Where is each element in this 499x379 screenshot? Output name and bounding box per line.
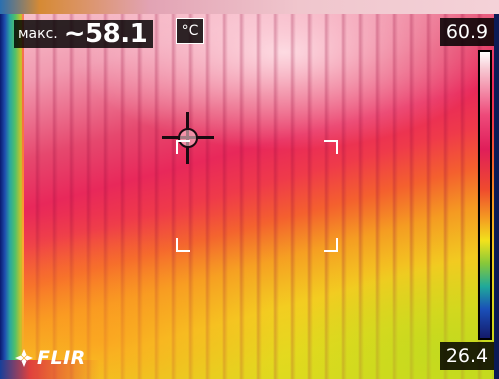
measurement-box bbox=[176, 140, 338, 252]
thermal-bottom-edge bbox=[0, 360, 499, 379]
flir-logo-text: FLIR bbox=[37, 347, 86, 369]
flir-logo: FLIR bbox=[14, 347, 86, 369]
crosshair-icon bbox=[162, 112, 214, 164]
max-value: ~58.1 bbox=[63, 19, 148, 49]
unit-label: °C bbox=[176, 18, 204, 44]
measure-corner-top-right bbox=[324, 140, 338, 154]
measure-corner-top-left bbox=[176, 140, 190, 154]
max-temperature-readout: макс. ~58.1 bbox=[14, 19, 154, 49]
measure-corner-bottom-left bbox=[176, 238, 190, 252]
scale-min-value: 26.4 bbox=[440, 342, 494, 370]
crosshair-ring bbox=[178, 128, 198, 148]
thermal-top-strip bbox=[0, 0, 499, 14]
measure-corner-bottom-right bbox=[324, 238, 338, 252]
thermal-gradient-overlay bbox=[22, 12, 492, 379]
scale-max-value: 60.9 bbox=[440, 18, 494, 46]
flir-logo-icon bbox=[15, 349, 33, 367]
color-scale-bar bbox=[478, 50, 492, 340]
max-label: макс. bbox=[18, 26, 58, 42]
